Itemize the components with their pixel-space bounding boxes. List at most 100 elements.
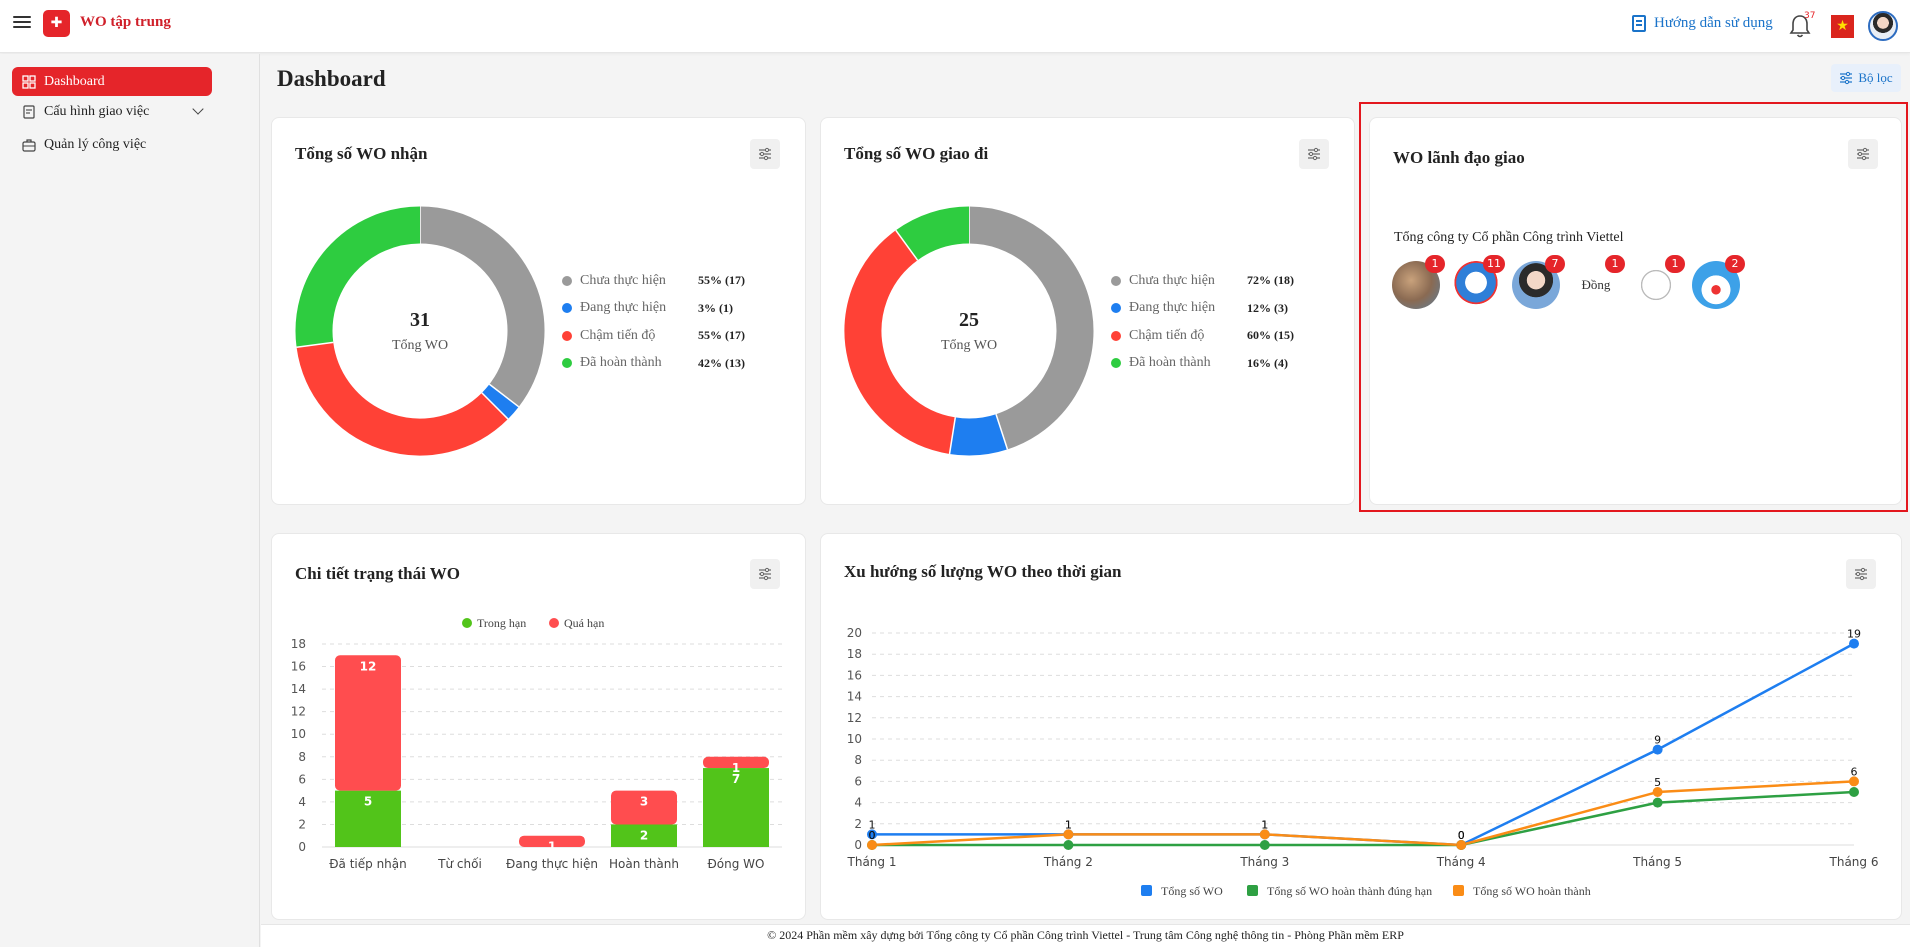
- user-guide-link[interactable]: Hướng dẫn sử dụng: [1632, 15, 1773, 32]
- data-label: 6: [1851, 765, 1858, 778]
- y-tick-label: 14: [291, 682, 306, 696]
- card-settings-button[interactable]: [750, 139, 780, 169]
- donut-slice[interactable]: [844, 230, 956, 454]
- legend-label: Chậm tiến độ: [580, 327, 656, 343]
- series-line[interactable]: [871, 780, 1855, 847]
- slice-separator: [296, 341, 334, 348]
- donut-slice[interactable]: [419, 206, 545, 407]
- wo-count-badge: 11: [1483, 255, 1505, 273]
- legend-item[interactable]: Đang thực hiện 12% (3): [1111, 295, 1294, 323]
- bar-segment[interactable]: [703, 768, 769, 847]
- card-settings-button[interactable]: [1848, 139, 1878, 169]
- menu-icon[interactable]: [13, 13, 31, 31]
- donut-slice[interactable]: [296, 341, 509, 456]
- leader-avatar[interactable]: 2: [1692, 255, 1745, 309]
- bar-segment[interactable]: [335, 790, 401, 847]
- card-settings-button[interactable]: [1846, 559, 1876, 589]
- legend-value: 60% (15): [1247, 328, 1294, 343]
- leader-avatar[interactable]: Đồng 1: [1572, 255, 1625, 309]
- sidebar-item-dashboard[interactable]: Dashboard: [12, 67, 212, 96]
- filter-label: Bộ lọc: [1858, 70, 1893, 85]
- card-settings-button[interactable]: [750, 559, 780, 589]
- vietnam-flag-icon[interactable]: ★: [1831, 15, 1854, 38]
- legend-label[interactable]: Tổng số WO hoàn thành đúng hạn: [1267, 884, 1432, 898]
- donut-slice[interactable]: [481, 384, 519, 420]
- card-title: Chi tiết trạng thái WO: [295, 564, 460, 583]
- legend-label: Đang thực hiện: [1129, 300, 1216, 316]
- bar-segment[interactable]: [519, 835, 585, 847]
- data-point[interactable]: [1456, 840, 1467, 850]
- y-tick-label: 6: [854, 774, 862, 788]
- sliders-icon: [759, 567, 771, 581]
- data-label: 1: [1261, 818, 1268, 831]
- x-tick-label: Tháng 1: [847, 855, 897, 869]
- legend-label[interactable]: Trong hạn: [477, 616, 526, 630]
- y-tick-label: 12: [847, 711, 862, 725]
- series-line[interactable]: [872, 642, 1855, 847]
- legend-label[interactable]: Tổng số WO hoàn thành: [1473, 884, 1591, 898]
- config-icon: [23, 104, 35, 119]
- donut-slice[interactable]: [968, 206, 1094, 450]
- legend-label[interactable]: Tổng số WO: [1161, 884, 1223, 898]
- legend-value: 55% (17): [698, 328, 745, 343]
- legend-item[interactable]: Đang thực hiện 3% (1): [562, 295, 745, 323]
- sliders-icon: [1855, 567, 1867, 581]
- user-avatar[interactable]: [1868, 11, 1898, 41]
- data-point[interactable]: [867, 829, 877, 840]
- x-tick-label: Đã tiếp nhận: [329, 857, 407, 871]
- data-label: 1: [1065, 818, 1072, 831]
- leader-avatar[interactable]: 7: [1512, 255, 1565, 309]
- sidebar-item-task-config[interactable]: Cấu hình giao việc: [12, 97, 212, 126]
- leader-avatar[interactable]: 1: [1392, 255, 1445, 309]
- wo-count-badge: 1: [1425, 255, 1445, 273]
- bar-segment[interactable]: [703, 756, 769, 769]
- legend-marker: [462, 618, 472, 628]
- bar-segment[interactable]: [335, 655, 401, 791]
- legend-item[interactable]: Chậm tiến độ 55% (17): [562, 322, 745, 350]
- legend-dot: [1111, 303, 1121, 314]
- filter-button[interactable]: Bộ lọc: [1831, 64, 1901, 92]
- slice-separator: [481, 392, 509, 420]
- legend-item[interactable]: Đã hoàn thành 16% (4): [1111, 350, 1294, 378]
- legend-label: Đã hoàn thành: [580, 355, 662, 371]
- data-point[interactable]: [1652, 744, 1663, 755]
- donut-slice[interactable]: [295, 206, 421, 348]
- donut-slice[interactable]: [895, 206, 970, 261]
- legend-item[interactable]: Đã hoàn thành 42% (13): [562, 350, 745, 378]
- data-point[interactable]: [1652, 787, 1663, 797]
- leader-avatar[interactable]: 11: [1452, 255, 1505, 309]
- donut-total: 31: [410, 309, 430, 331]
- series-line[interactable]: [872, 790, 1855, 847]
- legend-item[interactable]: Chưa thực hiện 72% (18): [1111, 267, 1294, 295]
- data-point[interactable]: [1259, 840, 1270, 850]
- data-label: 1: [869, 818, 876, 831]
- chevron-down-icon[interactable]: [192, 103, 204, 115]
- sliders-icon: [1857, 147, 1869, 161]
- x-tick-label: Hoàn thành: [609, 857, 679, 871]
- broken-image-alt: Đồng: [1581, 277, 1611, 292]
- bell-icon[interactable]: [1788, 13, 1812, 39]
- y-tick-label: 10: [291, 727, 306, 741]
- data-point[interactable]: [1063, 840, 1074, 850]
- data-point[interactable]: [1259, 829, 1270, 840]
- legend-label[interactable]: Quá hạn: [564, 616, 604, 630]
- bar-segment[interactable]: [611, 824, 677, 847]
- legend-item[interactable]: Chậm tiến độ 60% (15): [1111, 322, 1294, 350]
- bar-segment[interactable]: [611, 790, 677, 825]
- leader-avatar[interactable]: 1: [1632, 255, 1685, 309]
- card-title: Tổng số WO giao đi: [844, 144, 989, 163]
- data-label: 9: [1654, 734, 1661, 747]
- app-title: WO tập trung: [80, 14, 171, 30]
- data-point[interactable]: [1849, 638, 1859, 649]
- data-point[interactable]: [867, 840, 877, 850]
- sidebar-item-work-management[interactable]: Quản lý công việc: [12, 130, 212, 159]
- donut-slice[interactable]: [949, 414, 1008, 456]
- bar-value-label: 3: [640, 795, 648, 809]
- card-settings-button[interactable]: [1299, 139, 1329, 169]
- data-point[interactable]: [1849, 776, 1859, 787]
- legend-item[interactable]: Chưa thực hiện 55% (17): [562, 267, 745, 295]
- data-point[interactable]: [1849, 787, 1859, 797]
- data-point[interactable]: [1063, 829, 1074, 840]
- legend-marker: [1247, 885, 1258, 896]
- data-point[interactable]: [1652, 797, 1663, 808]
